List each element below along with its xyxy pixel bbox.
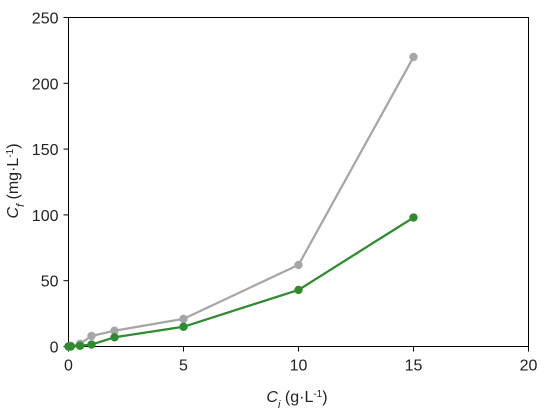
y-tick-label: 0 bbox=[50, 340, 59, 357]
series-2-point bbox=[75, 341, 85, 351]
series-2-line bbox=[68, 216, 415, 348]
y-tick-label: 200 bbox=[32, 76, 59, 93]
x-tick-label: 10 bbox=[290, 358, 308, 375]
x-axis-title-main: C bbox=[266, 389, 278, 406]
x-tick-label: 5 bbox=[179, 358, 188, 375]
series-1-point bbox=[110, 326, 119, 335]
x-axis-title: Ci (g·L-1) bbox=[266, 389, 327, 412]
x-tick-label: 15 bbox=[405, 358, 423, 375]
y-axis-title-sup: -1 bbox=[5, 148, 16, 157]
series-2-point bbox=[87, 340, 96, 349]
series-2-point bbox=[294, 285, 303, 295]
y-axis-title-sub: f bbox=[15, 203, 27, 207]
y-tick-label: 250 bbox=[32, 11, 59, 28]
x-axis-title-sup: -1 bbox=[313, 389, 322, 400]
y-tick-label: 150 bbox=[32, 142, 59, 159]
series-1-point bbox=[409, 52, 418, 62]
series-1-point bbox=[294, 260, 303, 270]
x-tick-label: 0 bbox=[64, 358, 73, 375]
y-axis-ticks: 0 50 100 150 200 250 bbox=[32, 11, 69, 357]
series-2-point bbox=[409, 213, 418, 222]
y-axis-title-main: C bbox=[5, 207, 22, 219]
series-1-line bbox=[68, 56, 415, 348]
series-2-point bbox=[66, 342, 76, 351]
x-axis-title-unit: (g·L bbox=[280, 389, 313, 406]
y-axis-title-unit: (mg·L bbox=[5, 158, 22, 204]
series-layer bbox=[64, 52, 418, 351]
x-axis-title-end: ) bbox=[322, 389, 327, 406]
plot-area-frame bbox=[68, 17, 529, 347]
y-axis-title-end: ) bbox=[5, 143, 22, 148]
series-2-point bbox=[179, 322, 188, 331]
series-1-point bbox=[87, 331, 96, 341]
y-tick-label: 100 bbox=[32, 208, 59, 225]
series-1-point bbox=[179, 314, 188, 324]
x-tick-label: 20 bbox=[520, 358, 538, 375]
y-tick-label: 50 bbox=[41, 274, 59, 291]
series-2-point bbox=[110, 333, 119, 342]
x-axis-title-sub: i bbox=[278, 399, 281, 411]
x-axis-ticks: 0 5 10 15 20 bbox=[64, 346, 538, 375]
y-axis-title: Cf (mg·L-1) bbox=[5, 143, 28, 218]
